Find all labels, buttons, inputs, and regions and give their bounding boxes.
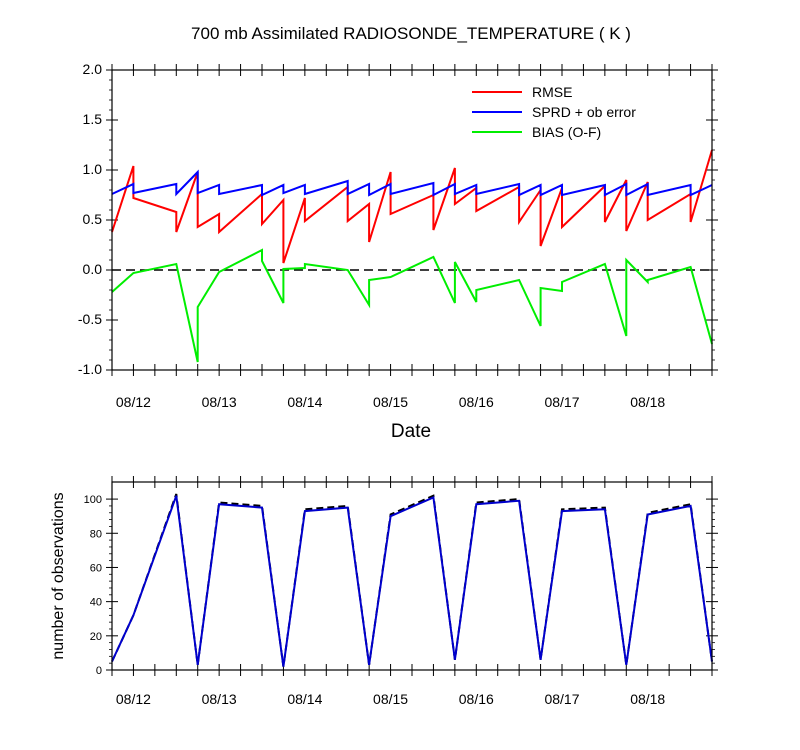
y-tick-label: 1.0 [83,161,103,177]
series-line-rmse [111,149,713,264]
y-tick-label: 2.0 [83,61,103,77]
chart-title: 700 mb Assimilated RADIOSONDE_TEMPERATUR… [191,24,631,43]
y-tick-label: 1.5 [83,111,103,127]
y-tick-label: 0.5 [83,211,103,227]
bottom-plot-frame [111,481,713,671]
x-tick-label: 08/15 [373,691,408,707]
y-tick-label: -0.5 [78,311,102,327]
top-chart-tick-labels: -1.0 -0.5 0.0 0.5 1.0 1.5 2.0 08/12 08/13 08/14 08… [78,61,666,410]
x-tick-label: 08/13 [202,691,237,707]
x-tick-label: 08/12 [116,691,151,707]
y-tick-label: 100 [84,494,102,506]
top-chart-panel: 700 mb Assimilated RADIOSONDE_TEMPERATUR… [78,24,718,442]
y-tick-label: 80 [90,528,102,540]
legend-label-bias-o-f: BIAS (O-F) [532,124,601,140]
top-chart-ticks [106,64,718,376]
series-line-sprd-ob-error [111,169,713,197]
x-tick-label: 08/16 [459,691,494,707]
x-axis-label: Date [391,421,431,442]
y-axis-label: number of observations [50,492,67,659]
x-tick-label: 08/15 [373,394,408,410]
x-tick-label: 08/18 [630,691,665,707]
x-tick-label: 08/14 [287,691,322,707]
legend: RMSE SPRD + ob error BIAS (O-F) [472,84,636,140]
series-line-assimilated [111,495,713,667]
y-tick-label: 0 [96,665,102,677]
top-chart-series [111,149,713,363]
y-tick-label: -1.0 [78,361,102,377]
bottom-chart-tick-labels: 0 20 40 60 80 100 08/12 08/13 08/14 08/15 08/16 08/… [84,494,666,707]
x-tick-label: 08/17 [544,691,579,707]
x-tick-label: 08/13 [202,394,237,410]
y-tick-label: 60 [90,562,102,574]
top-plot-frame [111,69,713,371]
x-tick-label: 08/12 [116,394,151,410]
y-tick-label: 20 [90,631,102,643]
bottom-chart-panel: 0 20 40 60 80 100 08/12 08/13 08/14 08/15 08/16 08/… [50,476,718,707]
y-tick-label: 0.0 [83,261,103,277]
legend-label-rmse: RMSE [532,84,572,100]
x-tick-label: 08/16 [459,394,494,410]
legend-label-sprd-ob-error: SPRD + ob error [532,104,636,120]
series-line-bias-o-f [111,248,713,363]
x-tick-label: 08/18 [630,394,665,410]
bottom-chart-series [111,493,713,667]
bottom-chart-ticks [106,476,718,676]
x-tick-label: 08/14 [287,394,322,410]
y-tick-label: 40 [90,597,102,609]
x-tick-label: 08/17 [544,394,579,410]
